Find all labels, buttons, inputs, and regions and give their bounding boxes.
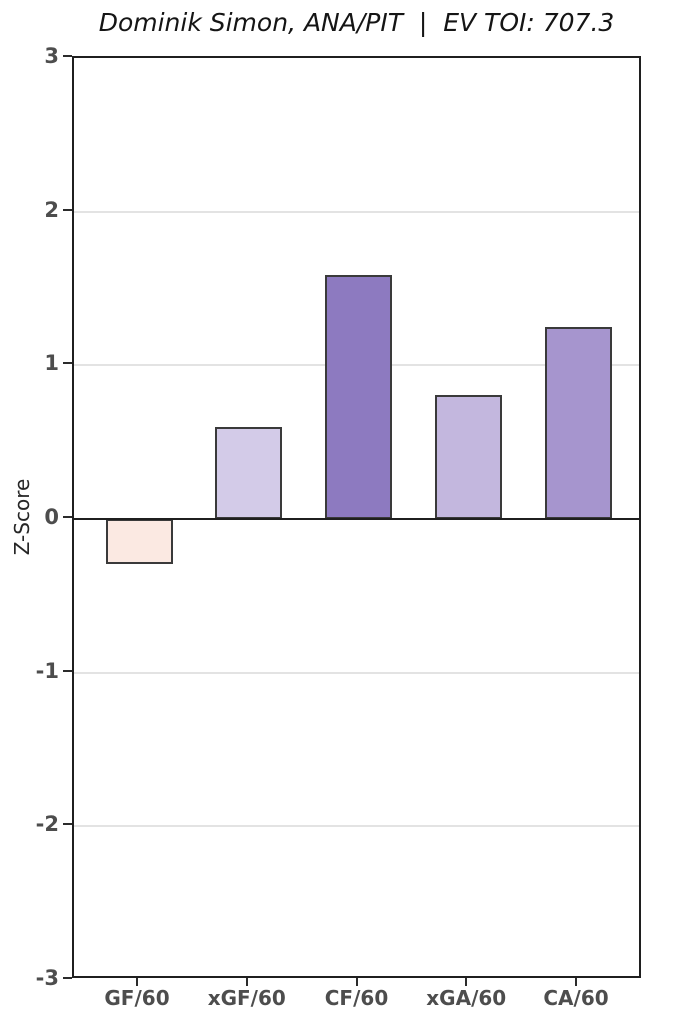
- bar-xga-60: [434, 394, 502, 519]
- x-tick-mark-4: [465, 978, 468, 986]
- gridline-y-2: [74, 210, 639, 213]
- x-tick-mark-5: [575, 978, 577, 986]
- y-tick-mark-1: [63, 362, 72, 365]
- chart-title: Dominik Simon, ANA/PIT | EV TOI: 707.3: [98, 8, 615, 37]
- y-tick-label--2: -2: [35, 812, 59, 837]
- bar-cf-60: [325, 274, 392, 519]
- y-tick-mark-2: [63, 208, 72, 211]
- gridline-y--1: [74, 671, 639, 674]
- y-tick-label--1: -1: [35, 658, 59, 683]
- y-tick-label-3: 3: [44, 44, 59, 68]
- y-tick-mark-3: [63, 55, 72, 57]
- x-tick-label-xga-60: xGA/60: [426, 986, 507, 1010]
- x-tick-label-gf-60: GF/60: [104, 986, 170, 1010]
- zero-line: [74, 518, 639, 520]
- x-tick-mark-3: [355, 978, 358, 986]
- x-tick-label-ca-60: CA/60: [543, 986, 609, 1010]
- y-tick-mark--2: [63, 823, 72, 826]
- x-tick-mark-1: [136, 978, 138, 986]
- y-tick-label--3: -3: [35, 966, 59, 990]
- x-tick-label-xgf-60: xGF/60: [207, 986, 286, 1010]
- bar-xgf-60: [215, 426, 283, 519]
- gridline-y--2: [74, 825, 639, 828]
- y-tick-mark--1: [63, 669, 72, 672]
- y-tick-mark-0: [63, 516, 72, 518]
- x-tick-label-cf-60: CF/60: [324, 986, 389, 1010]
- y-tick-mark--3: [63, 977, 72, 979]
- y-tick-label-1: 1: [44, 351, 59, 376]
- bar-ca-60: [544, 326, 612, 519]
- x-tick-mark-2: [245, 978, 248, 986]
- plot-area: [72, 56, 641, 978]
- bar-gf-60: [105, 519, 173, 564]
- y-tick-label-2: 2: [44, 197, 59, 222]
- y-tick-label-0: 0: [44, 505, 59, 529]
